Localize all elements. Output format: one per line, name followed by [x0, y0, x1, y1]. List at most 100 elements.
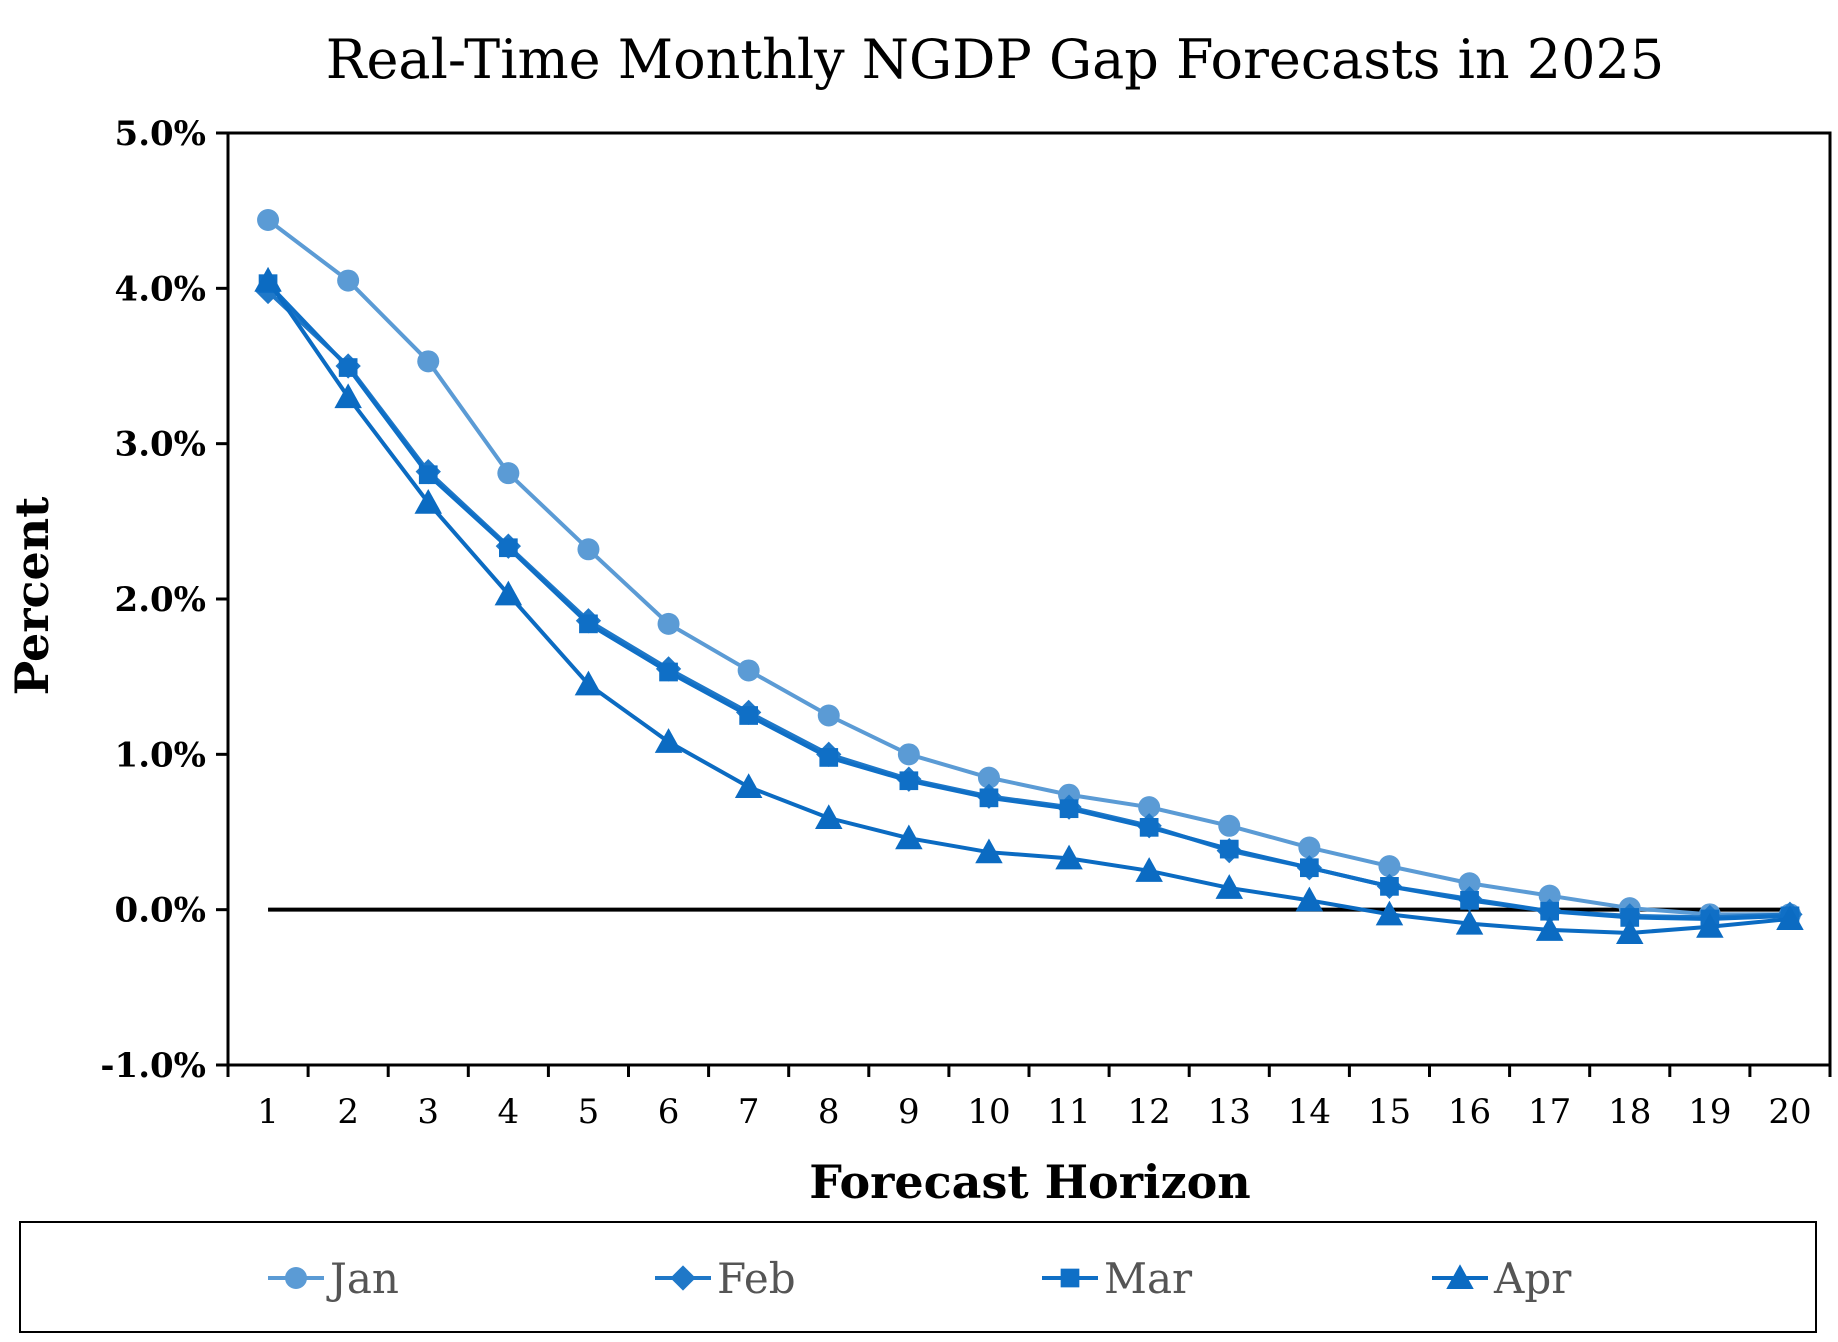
- data-point-jan: [337, 269, 360, 292]
- x-tick-label: 11: [1047, 1092, 1090, 1132]
- data-point-mar: [659, 662, 678, 682]
- data-point-jan: [1218, 814, 1241, 837]
- data-point-apr: [574, 670, 603, 696]
- y-tick-label: 5.0%: [115, 114, 206, 154]
- x-tick-label: 17: [1528, 1092, 1571, 1132]
- data-point-apr: [1776, 905, 1804, 930]
- data-point-apr: [895, 824, 923, 850]
- chart-title: Real-Time Monthly NGDP Gap Forecasts in …: [326, 28, 1664, 91]
- y-tick-label: 3.0%: [115, 425, 206, 465]
- data-point-mar: [1059, 799, 1079, 819]
- y-tick-label: 1.0%: [115, 735, 206, 775]
- data-point-mar: [1460, 890, 1479, 910]
- legend-marker-feb: [670, 1265, 696, 1291]
- y-tick-label: 0.0%: [115, 891, 206, 931]
- plot-area: -1.0%0.0%1.0%2.0%3.0%4.0%5.0%1 2 3 4 5 6 7 8 9 10…: [100, 114, 1832, 1132]
- data-point-jan: [577, 538, 600, 561]
- x-tick-label: 12: [1128, 1092, 1171, 1132]
- data-point-apr: [975, 838, 1003, 864]
- legend-marker-mar: [1060, 1268, 1080, 1288]
- data-point-mar: [1540, 901, 1559, 921]
- data-point-apr: [1616, 919, 1644, 944]
- data-point-mar: [418, 465, 438, 485]
- data-point-apr: [494, 580, 523, 606]
- x-tick-label: 14: [1288, 1092, 1331, 1132]
- x-tick-label: 8: [818, 1092, 840, 1132]
- data-point-apr: [1696, 913, 1724, 938]
- data-point-mar: [1139, 817, 1159, 837]
- data-point-apr: [1215, 874, 1243, 899]
- data-point-apr: [1135, 857, 1163, 882]
- x-tick-label: 9: [898, 1092, 920, 1132]
- data-point-jan: [1138, 796, 1161, 819]
- x-tick-label: 7: [738, 1092, 760, 1132]
- data-point-apr: [734, 773, 763, 798]
- data-point-apr: [334, 383, 362, 409]
- x-tick-label: 18: [1608, 1092, 1651, 1132]
- y-axis-title: Percent: [5, 496, 59, 696]
- x-tick-label: 2: [337, 1092, 359, 1132]
- data-point-jan: [1538, 884, 1561, 907]
- data-point-jan: [737, 659, 760, 682]
- data-point-apr: [1375, 900, 1404, 926]
- x-tick-label: 16: [1448, 1092, 1491, 1132]
- legend-label-mar: Mar: [1104, 1254, 1193, 1303]
- legend-item-mar: Mar: [1042, 1254, 1193, 1303]
- data-point-jan: [417, 350, 440, 373]
- legend-item-jan: Jan: [268, 1254, 399, 1303]
- y-tick-label: -1.0%: [100, 1046, 206, 1086]
- series-line-apr: [266, 279, 1791, 935]
- plot-frame: [226, 131, 1832, 1067]
- data-point-mar: [1219, 839, 1239, 859]
- data-point-apr: [1295, 886, 1324, 912]
- series-mar: [258, 274, 1800, 929]
- x-tick-label: 15: [1368, 1092, 1411, 1132]
- legend: Jan Feb Mar Apr: [19, 1221, 1817, 1333]
- series-feb: [255, 278, 1803, 931]
- series-apr: [254, 266, 1804, 944]
- data-point-apr: [414, 488, 442, 514]
- legend-label-jan: Jan: [326, 1254, 399, 1303]
- data-point-jan: [257, 208, 280, 231]
- x-axis-title: Forecast Horizon: [809, 1155, 1250, 1209]
- series-jan: [257, 208, 1801, 926]
- y-tick-label: 4.0%: [115, 269, 206, 309]
- x-tick-label: 3: [417, 1092, 439, 1132]
- data-point-jan: [1458, 872, 1481, 895]
- data-point-jan: [1298, 836, 1321, 859]
- legend-label-apr: Apr: [1493, 1254, 1572, 1303]
- legend-marker-apr: [1446, 1264, 1474, 1289]
- x-tick-label: 1: [257, 1092, 279, 1132]
- data-point-jan: [817, 704, 840, 727]
- data-point-mar: [979, 788, 999, 808]
- data-point-mar: [579, 614, 598, 634]
- legend-marker-jan: [285, 1267, 307, 1289]
- data-point-jan: [977, 766, 1000, 789]
- x-tick-label: 4: [498, 1092, 520, 1132]
- data-point-mar: [338, 358, 358, 377]
- legend-item-feb: Feb: [655, 1254, 796, 1303]
- data-point-mar: [1300, 858, 1319, 878]
- data-point-jan: [657, 612, 680, 635]
- data-point-apr: [1055, 844, 1083, 870]
- x-tick-label: 19: [1688, 1092, 1731, 1132]
- data-point-apr: [815, 804, 843, 830]
- data-point-jan: [1378, 855, 1401, 878]
- x-tick-label: 13: [1208, 1092, 1251, 1132]
- data-point-apr: [1455, 909, 1484, 935]
- data-point-mar: [819, 748, 839, 767]
- data-point-mar: [1620, 908, 1640, 927]
- data-point-mar: [739, 706, 758, 725]
- legend-box: [19, 1221, 1817, 1333]
- data-point-mar: [499, 538, 518, 558]
- data-point-mar: [1380, 877, 1399, 896]
- data-point-jan: [497, 462, 520, 485]
- x-tick-label: 20: [1768, 1092, 1811, 1132]
- data-point-apr: [1535, 916, 1564, 941]
- series-line-jan: [266, 218, 1790, 917]
- x-tick-label: 10: [967, 1092, 1010, 1132]
- series-line-mar: [266, 282, 1791, 921]
- x-tick-label: 6: [658, 1092, 680, 1132]
- y-tick-label: 2.0%: [115, 580, 206, 620]
